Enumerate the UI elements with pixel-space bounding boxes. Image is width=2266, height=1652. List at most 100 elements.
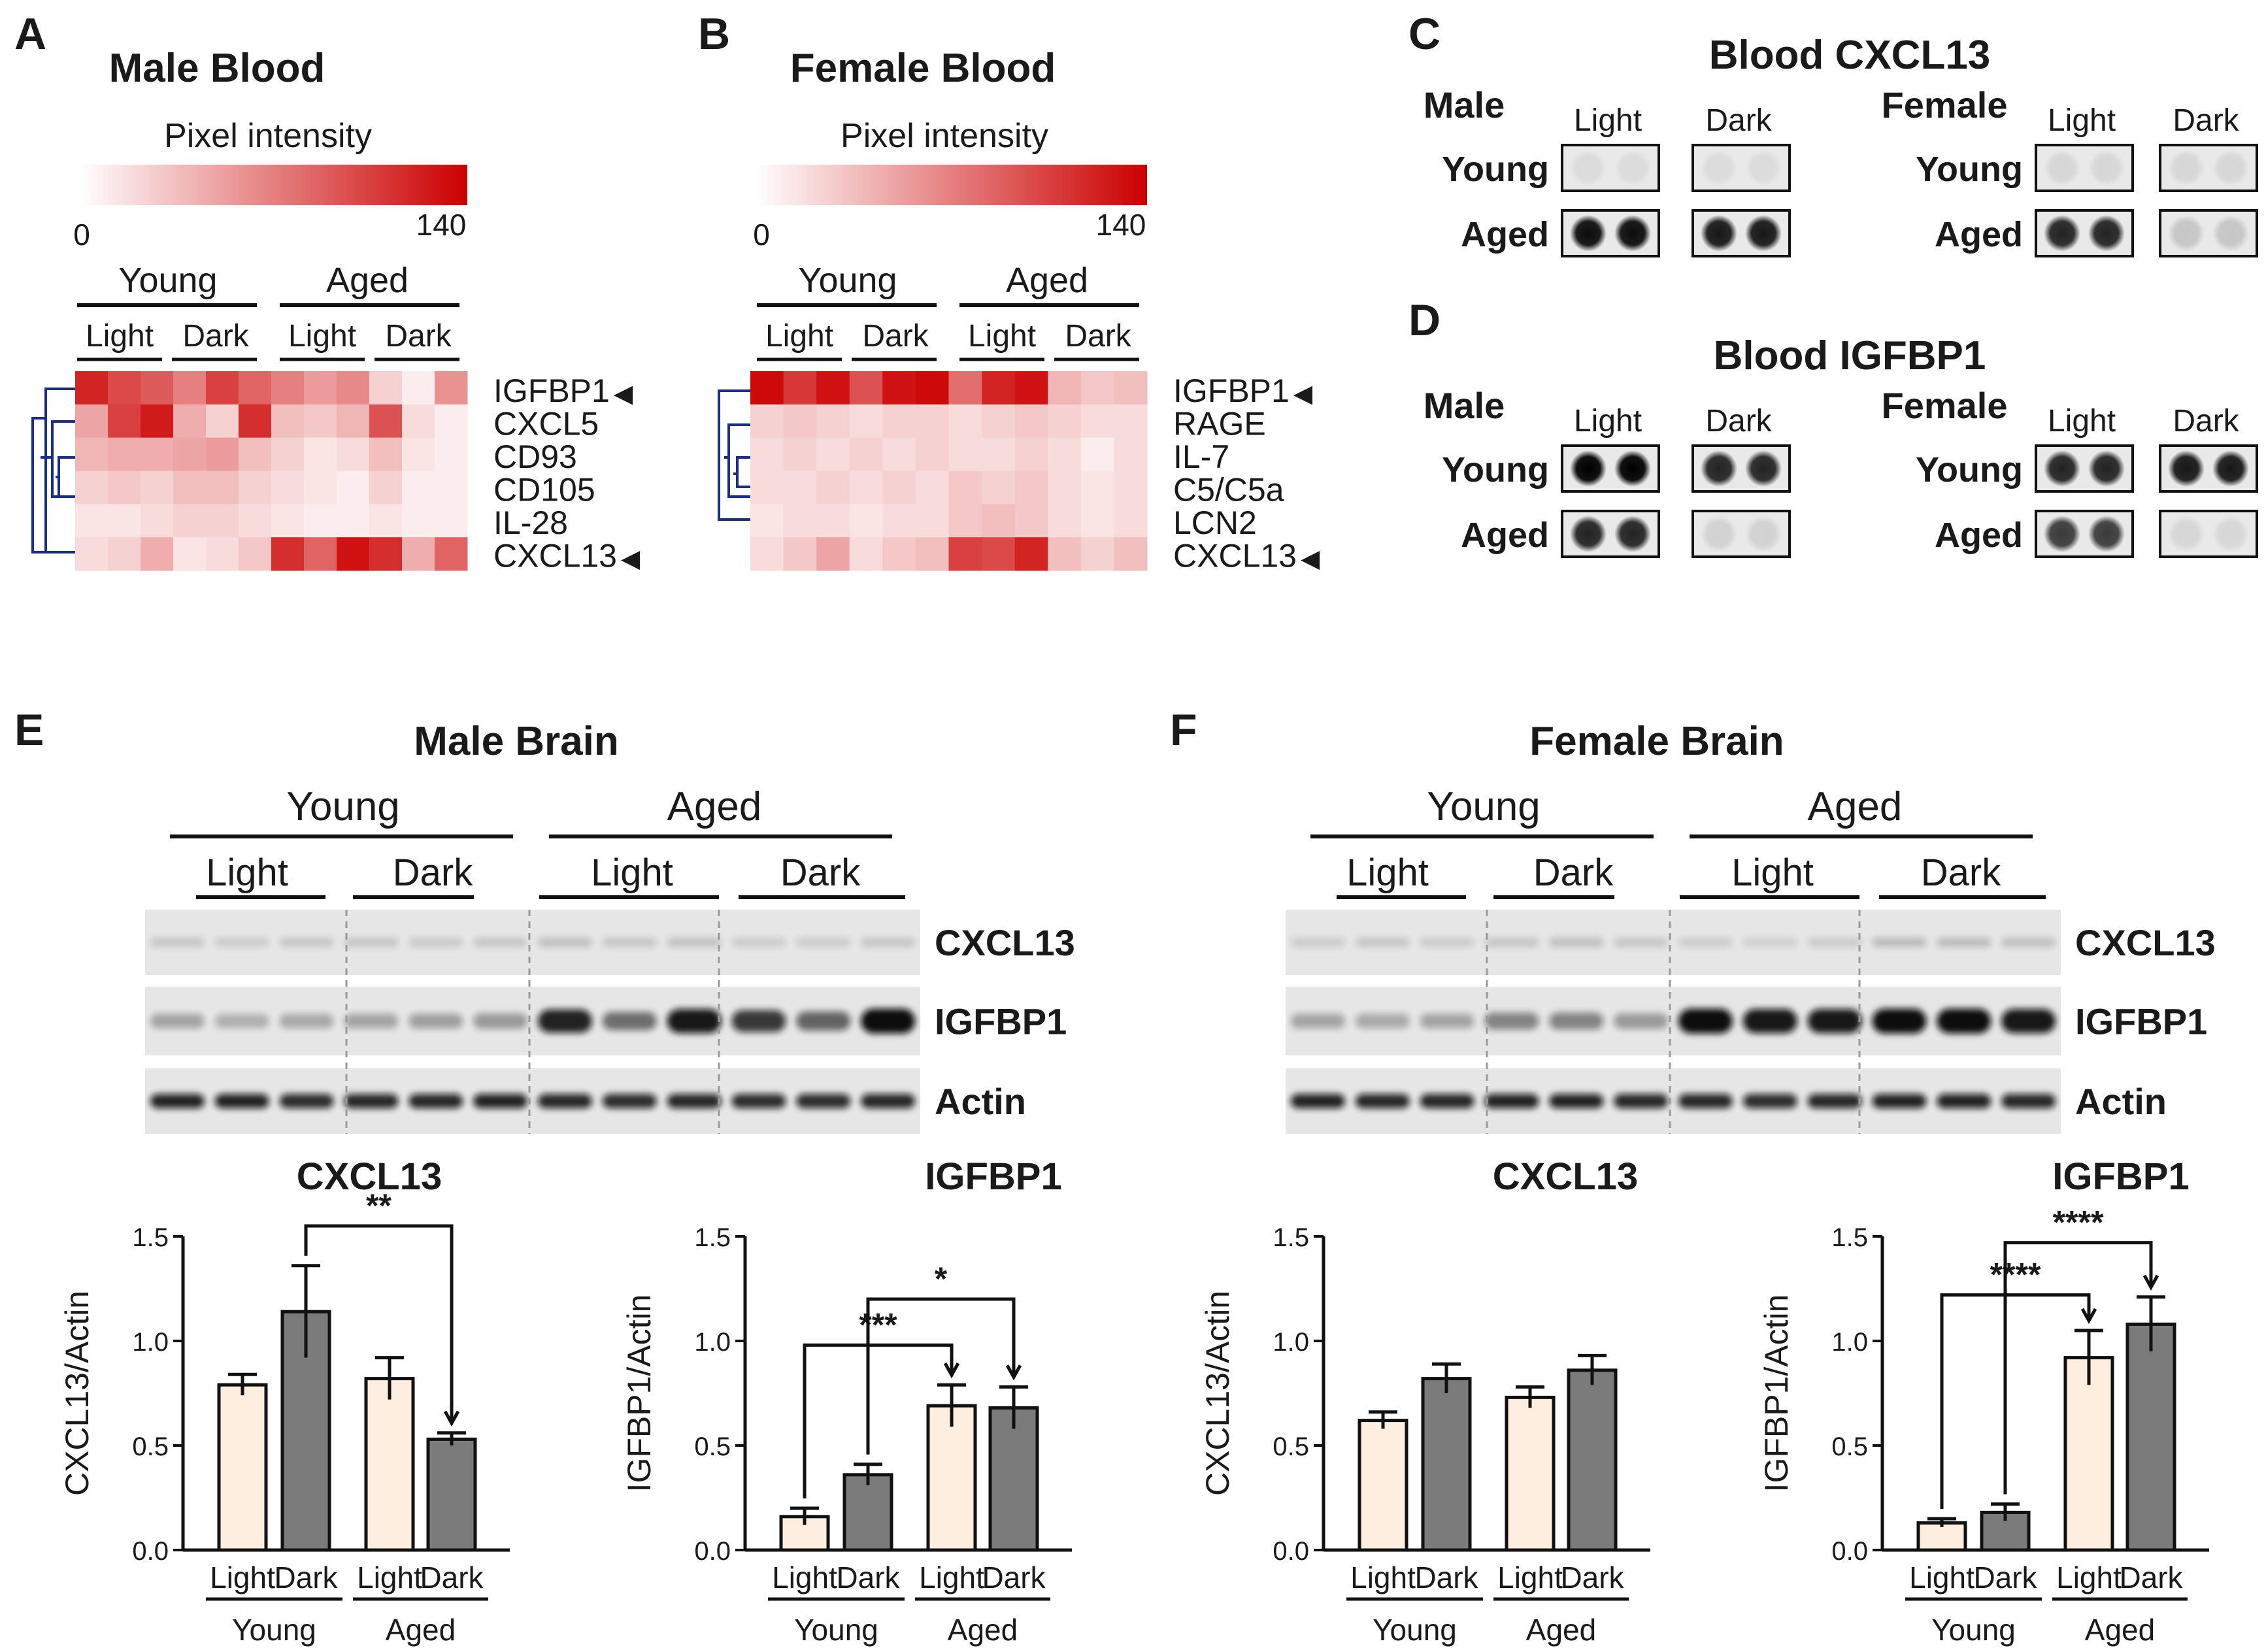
panel-letter-d: D bbox=[1408, 295, 1441, 345]
heatmap-cell bbox=[369, 404, 403, 438]
heatmap-cell bbox=[173, 504, 207, 538]
panel-letter-f: F bbox=[1170, 705, 1197, 755]
protein-label: IGFBP1 bbox=[2075, 1001, 2207, 1042]
heatmap-cell bbox=[1014, 371, 1048, 405]
group-label: Young bbox=[1427, 784, 1541, 829]
blot-strip bbox=[1286, 987, 2061, 1055]
bar bbox=[1505, 1395, 1556, 1552]
condition-label: Light bbox=[765, 319, 833, 354]
blot-dot bbox=[1745, 150, 1782, 186]
heatmap-cell bbox=[173, 537, 207, 571]
heatmap-cell bbox=[337, 404, 370, 438]
blot-band bbox=[602, 938, 657, 947]
scale-label: Pixel intensity bbox=[164, 117, 372, 155]
blot-band bbox=[1484, 1094, 1539, 1108]
sex-label: Male bbox=[1424, 84, 1505, 125]
bar bbox=[1916, 1521, 1967, 1552]
significance-label: **** bbox=[1990, 1257, 2041, 1293]
heatmap-cell bbox=[337, 371, 370, 405]
heatmap-cell bbox=[239, 537, 272, 571]
blot-dot bbox=[2044, 516, 2080, 552]
heatmap-row-label: IGFBP1 ◀ bbox=[1173, 372, 1313, 409]
bar bbox=[1421, 1377, 1472, 1552]
group-label-aged: Aged bbox=[1006, 261, 1088, 300]
heatmap-cell bbox=[750, 471, 784, 504]
heatmap-cell bbox=[141, 437, 174, 471]
y-tick-label: 0.0 bbox=[1273, 1537, 1309, 1566]
significance-bracket bbox=[803, 1343, 954, 1498]
blot-band bbox=[1420, 1094, 1475, 1108]
heatmap-row-label: CXCL5 bbox=[493, 406, 599, 442]
heatmap-cell bbox=[75, 537, 108, 571]
blot-band bbox=[473, 938, 528, 947]
heatmap-cell bbox=[1014, 437, 1048, 471]
blot-dot bbox=[1701, 450, 1737, 487]
significance-bracket bbox=[866, 1297, 1016, 1455]
group-label: Aged bbox=[1526, 1613, 1596, 1647]
condition-label: Light bbox=[86, 319, 154, 354]
blot-strip bbox=[145, 910, 920, 975]
y-tick-label: 1.0 bbox=[132, 1328, 169, 1357]
heatmap-cell bbox=[915, 371, 949, 405]
blot-dot bbox=[2168, 516, 2205, 552]
blot-band bbox=[344, 1094, 399, 1108]
heatmap-cell bbox=[1114, 437, 1148, 471]
heatmap-cell bbox=[1114, 404, 1148, 438]
blot-band bbox=[1872, 1094, 1927, 1108]
group-label: Aged bbox=[1808, 784, 1903, 829]
blot-band bbox=[796, 1094, 851, 1108]
blot-band bbox=[1614, 938, 1669, 947]
blot-dot bbox=[1614, 450, 1651, 487]
blot-band bbox=[861, 1008, 916, 1034]
heatmap-cell bbox=[948, 437, 982, 471]
heatmap-cell bbox=[206, 471, 239, 504]
heatmap-cell bbox=[369, 471, 403, 504]
bar bbox=[842, 1473, 893, 1552]
y-tick-label: 1.5 bbox=[1273, 1223, 1309, 1252]
heatmap-cell bbox=[402, 504, 435, 538]
heatmap-cell bbox=[402, 471, 435, 504]
age-label: Young bbox=[1916, 150, 2023, 189]
arrow-marker: ◀ bbox=[621, 546, 641, 573]
blot-dot bbox=[1745, 516, 1782, 552]
group-label: Young bbox=[794, 1613, 878, 1647]
sex-label: Female bbox=[1882, 84, 2008, 125]
heatmap-cell bbox=[271, 404, 305, 438]
sex-label: Male bbox=[1424, 385, 1505, 426]
blot-band bbox=[1355, 1094, 1410, 1108]
blot-strip bbox=[1286, 910, 2061, 975]
heatmap-cell bbox=[337, 504, 370, 538]
group-label: Young bbox=[1931, 1613, 2016, 1647]
arrow-marker: ◀ bbox=[614, 380, 633, 408]
x-tick-label: Dark bbox=[1973, 1561, 2037, 1594]
blot-dot bbox=[2212, 450, 2249, 487]
heatmap-cell bbox=[982, 537, 1016, 571]
heatmap-cell bbox=[915, 437, 949, 471]
group-label-young: Young bbox=[798, 261, 897, 300]
condition-label: Light bbox=[288, 319, 356, 354]
dot-blot-panel: Blood CXCL13 Male Light Dark Young Aged Female… bbox=[1424, 33, 2258, 257]
heatmap-cell bbox=[206, 537, 239, 571]
blot-dot bbox=[1570, 150, 1607, 186]
heatmap-cell bbox=[239, 471, 272, 504]
group-label: Aged bbox=[386, 1613, 456, 1647]
heatmap-cell bbox=[271, 471, 305, 504]
heatmap-cell bbox=[783, 537, 817, 571]
blot-band bbox=[344, 938, 399, 947]
blot-dot bbox=[2212, 215, 2249, 252]
heatmap-cell bbox=[948, 537, 982, 571]
heatmap-cell bbox=[402, 371, 435, 405]
y-tick-label: 0.5 bbox=[1273, 1432, 1309, 1461]
blot-dot bbox=[1570, 215, 1607, 252]
heatmap-cell bbox=[206, 371, 239, 405]
heatmap-cell bbox=[849, 471, 883, 504]
heatmap-cell bbox=[239, 404, 272, 438]
blot-band bbox=[731, 938, 786, 947]
heatmap-cell bbox=[141, 471, 174, 504]
heatmap-cell bbox=[1014, 404, 1048, 438]
heatmap-cell bbox=[141, 504, 174, 538]
condition-label: Light bbox=[2048, 103, 2116, 138]
x-tick-label: Light bbox=[1497, 1561, 1563, 1594]
